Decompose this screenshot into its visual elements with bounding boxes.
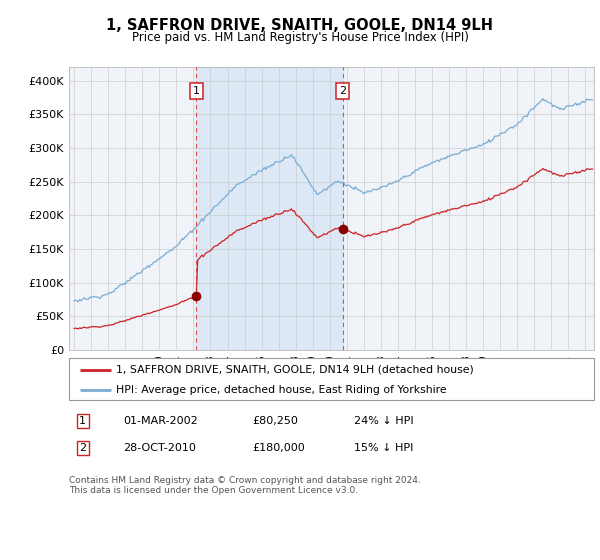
Text: 28-OCT-2010: 28-OCT-2010 (123, 443, 196, 453)
Text: £80,250: £80,250 (252, 416, 298, 426)
Text: 1: 1 (79, 416, 86, 426)
Text: 1: 1 (193, 86, 200, 96)
Text: 24% ↓ HPI: 24% ↓ HPI (354, 416, 413, 426)
Text: HPI: Average price, detached house, East Riding of Yorkshire: HPI: Average price, detached house, East… (116, 385, 447, 395)
Text: 15% ↓ HPI: 15% ↓ HPI (354, 443, 413, 453)
Text: Contains HM Land Registry data © Crown copyright and database right 2024.
This d: Contains HM Land Registry data © Crown c… (69, 476, 421, 496)
FancyBboxPatch shape (69, 358, 594, 400)
Text: 01-MAR-2002: 01-MAR-2002 (123, 416, 198, 426)
Text: 1, SAFFRON DRIVE, SNAITH, GOOLE, DN14 9LH (detached house): 1, SAFFRON DRIVE, SNAITH, GOOLE, DN14 9L… (116, 365, 474, 375)
Text: Price paid vs. HM Land Registry's House Price Index (HPI): Price paid vs. HM Land Registry's House … (131, 31, 469, 44)
Text: 2: 2 (339, 86, 346, 96)
Text: £180,000: £180,000 (252, 443, 305, 453)
Text: 2: 2 (79, 443, 86, 453)
Text: 1, SAFFRON DRIVE, SNAITH, GOOLE, DN14 9LH: 1, SAFFRON DRIVE, SNAITH, GOOLE, DN14 9L… (107, 18, 493, 33)
Bar (196, 67, 343, 350)
